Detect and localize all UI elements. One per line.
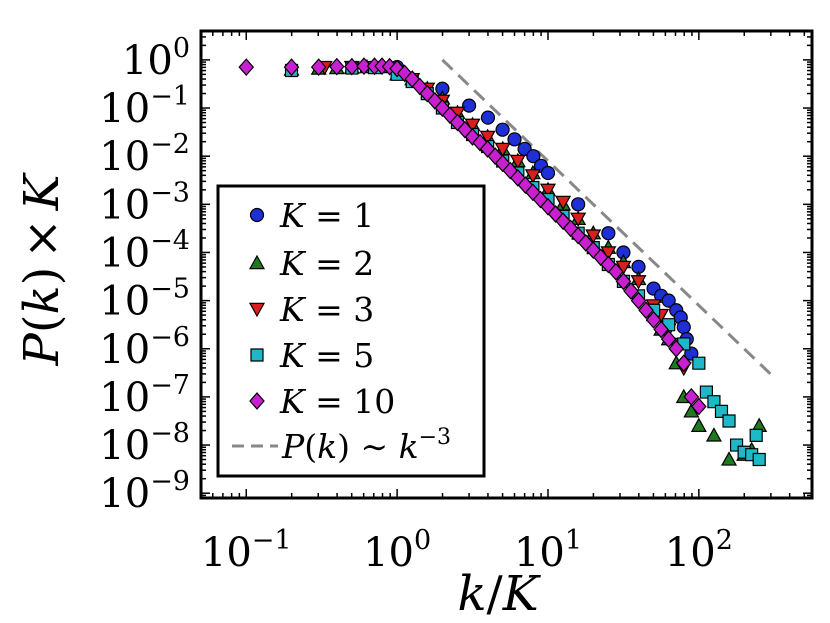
legend-label-reference: P(k) ∼ k−3 xyxy=(281,425,451,466)
y-tick-label: 100 xyxy=(122,33,190,84)
data-point xyxy=(570,212,587,227)
y-tick-label: 10−4 xyxy=(99,225,190,276)
y-tick-label: 10−9 xyxy=(99,466,190,517)
data-point xyxy=(661,293,676,308)
x-axis-title: k/K xyxy=(457,566,541,622)
x-tick-label: 101 xyxy=(514,525,582,576)
data-point xyxy=(571,197,586,212)
legend-box xyxy=(216,184,486,478)
y-tick-label: 10−8 xyxy=(99,418,190,469)
data-point xyxy=(668,339,685,358)
data-point xyxy=(653,320,669,339)
y-tick-label: 10−6 xyxy=(99,322,190,373)
x-tick-label: 100 xyxy=(363,525,431,576)
legend-label: K = 1 xyxy=(279,196,374,235)
plot-frame xyxy=(199,29,814,500)
data-point xyxy=(344,57,360,76)
data-point xyxy=(356,57,372,76)
legend-entries: K = 1 K = 2 K = 3 K = 5 K = 10 P(k) ∼ k−3 xyxy=(232,196,451,466)
data-point xyxy=(310,58,327,77)
x-tick-labels: 10−1 100 101 102 xyxy=(201,525,733,576)
legend: K = 1 K = 2 K = 3 K = 5 K = 10 P(k) ∼ k−3 xyxy=(216,184,486,478)
legend-marker xyxy=(248,254,266,270)
data-point xyxy=(555,195,572,211)
data-point xyxy=(461,98,477,113)
data-point xyxy=(623,282,639,300)
legend-marker xyxy=(248,302,266,318)
x-tick-label: 102 xyxy=(665,525,733,576)
data-point xyxy=(645,310,662,329)
plot-area xyxy=(199,29,814,500)
data-point xyxy=(479,130,496,146)
y-tick-label: 10−5 xyxy=(99,274,190,325)
y-tick-label: 10−1 xyxy=(99,81,190,132)
legend-label: K = 5 xyxy=(279,336,374,375)
data-point xyxy=(601,226,616,241)
legend-marker xyxy=(249,392,265,410)
data-point xyxy=(524,169,541,184)
data-point xyxy=(608,262,624,281)
y-axis-title: P(k)×K xyxy=(14,171,70,366)
series-diamond xyxy=(238,57,707,416)
data-point xyxy=(615,272,632,291)
legend-label: K = 10 xyxy=(279,382,395,421)
data-point xyxy=(585,229,602,244)
data-point xyxy=(705,427,722,442)
data-point xyxy=(660,330,677,349)
series-layer xyxy=(238,57,768,467)
y-tick-label: 10−2 xyxy=(99,129,190,180)
data-point xyxy=(676,319,691,335)
legend-label: K = 2 xyxy=(279,244,374,283)
data-point xyxy=(526,149,541,164)
data-point xyxy=(630,291,647,310)
data-point xyxy=(539,183,557,199)
data-point xyxy=(509,154,526,170)
data-point xyxy=(507,132,522,147)
data-point xyxy=(238,58,255,77)
data-point xyxy=(683,387,700,406)
data-point xyxy=(690,417,707,432)
x-tick-label: 10−1 xyxy=(201,525,292,576)
legend-marker xyxy=(250,348,264,362)
data-point xyxy=(480,110,496,125)
data-point xyxy=(692,356,706,370)
data-point xyxy=(494,142,511,158)
y-tick-label: 10−7 xyxy=(99,370,190,421)
legend-marker xyxy=(249,207,265,223)
legend-label: K = 3 xyxy=(279,290,374,329)
data-point xyxy=(691,397,707,416)
data-point xyxy=(752,452,766,467)
data-point xyxy=(749,428,763,443)
data-point xyxy=(495,122,510,137)
data-point xyxy=(722,414,736,428)
data-point xyxy=(630,275,647,290)
data-point xyxy=(638,301,654,320)
reference-line xyxy=(441,58,773,376)
data-point xyxy=(283,58,300,77)
data-point xyxy=(328,57,345,76)
data-point xyxy=(721,451,738,466)
data-point xyxy=(675,354,692,373)
data-point xyxy=(540,165,556,181)
y-tick-label: 10−3 xyxy=(99,177,190,228)
minor-ticks xyxy=(201,31,812,499)
